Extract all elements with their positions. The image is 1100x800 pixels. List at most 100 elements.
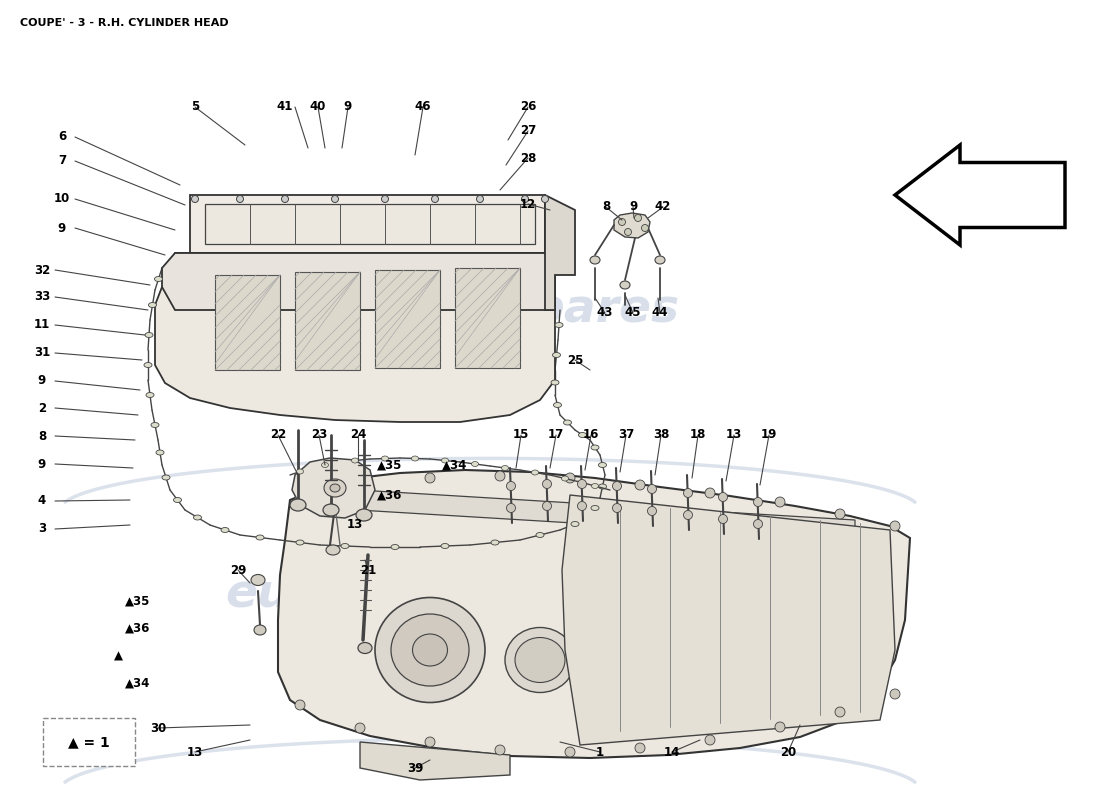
Polygon shape [278, 470, 910, 758]
Text: 25: 25 [566, 354, 583, 366]
Circle shape [718, 493, 727, 502]
Ellipse shape [156, 450, 164, 455]
Text: pares: pares [530, 573, 679, 618]
Polygon shape [155, 253, 556, 422]
Ellipse shape [591, 445, 600, 450]
Circle shape [521, 195, 528, 202]
Text: 13: 13 [346, 518, 363, 531]
Ellipse shape [553, 402, 561, 407]
Circle shape [618, 218, 626, 226]
Circle shape [641, 225, 649, 231]
Text: 8: 8 [37, 430, 46, 442]
Ellipse shape [330, 484, 340, 492]
Ellipse shape [441, 543, 449, 549]
Text: euros: euros [226, 573, 375, 618]
Ellipse shape [591, 506, 600, 510]
Text: 12: 12 [520, 198, 536, 210]
Circle shape [890, 689, 900, 699]
Ellipse shape [536, 533, 544, 538]
Circle shape [683, 510, 693, 519]
Text: 13: 13 [187, 746, 204, 758]
Ellipse shape [556, 322, 563, 327]
Ellipse shape [579, 433, 586, 438]
Ellipse shape [154, 277, 163, 282]
Circle shape [355, 480, 365, 490]
Circle shape [425, 473, 435, 483]
Text: 14: 14 [663, 746, 680, 758]
Text: 43: 43 [597, 306, 613, 319]
Circle shape [835, 707, 845, 717]
Ellipse shape [551, 380, 559, 385]
Polygon shape [895, 145, 1065, 245]
Ellipse shape [145, 333, 153, 338]
Text: 17: 17 [548, 429, 564, 442]
Text: 32: 32 [34, 263, 51, 277]
Ellipse shape [148, 302, 156, 307]
Polygon shape [455, 268, 520, 368]
Circle shape [705, 735, 715, 745]
Text: 22: 22 [270, 429, 286, 442]
Polygon shape [205, 204, 535, 244]
Polygon shape [360, 742, 510, 780]
Ellipse shape [358, 642, 372, 654]
Ellipse shape [194, 515, 201, 520]
Ellipse shape [144, 362, 152, 367]
Ellipse shape [552, 353, 561, 358]
Circle shape [648, 506, 657, 515]
Ellipse shape [321, 462, 329, 467]
Text: 5: 5 [191, 101, 199, 114]
Text: 18: 18 [690, 429, 706, 442]
Ellipse shape [654, 256, 666, 264]
Circle shape [541, 195, 549, 202]
Text: 37: 37 [618, 429, 634, 442]
Circle shape [578, 479, 586, 489]
Ellipse shape [326, 545, 340, 555]
Circle shape [648, 485, 657, 494]
Ellipse shape [290, 499, 306, 511]
Text: 9: 9 [37, 374, 46, 387]
Ellipse shape [146, 393, 154, 398]
Circle shape [625, 229, 631, 235]
Circle shape [295, 493, 305, 503]
Ellipse shape [341, 543, 349, 549]
Ellipse shape [515, 638, 565, 682]
Text: 19: 19 [761, 429, 778, 442]
Text: 9: 9 [344, 101, 352, 114]
Ellipse shape [411, 456, 418, 461]
Circle shape [331, 195, 339, 202]
Ellipse shape [352, 458, 359, 463]
Polygon shape [214, 275, 280, 370]
Ellipse shape [221, 527, 229, 533]
Text: 1: 1 [596, 746, 604, 758]
Ellipse shape [561, 476, 569, 481]
Circle shape [718, 514, 727, 523]
Ellipse shape [390, 614, 469, 686]
Circle shape [425, 737, 435, 747]
Text: 9: 9 [629, 201, 637, 214]
Text: 40: 40 [310, 101, 327, 114]
Ellipse shape [162, 475, 170, 480]
Circle shape [431, 195, 439, 202]
Ellipse shape [324, 479, 346, 497]
Circle shape [683, 489, 693, 498]
Circle shape [776, 722, 785, 732]
Text: 26: 26 [520, 101, 536, 114]
Text: ▲34: ▲34 [125, 677, 151, 690]
Circle shape [613, 482, 621, 490]
Circle shape [635, 214, 641, 222]
Circle shape [565, 747, 575, 757]
Circle shape [890, 521, 900, 531]
Text: 21: 21 [360, 563, 376, 577]
Ellipse shape [382, 456, 388, 461]
Text: 16: 16 [583, 429, 600, 442]
Text: ▲: ▲ [113, 650, 122, 662]
Ellipse shape [256, 535, 264, 540]
Ellipse shape [472, 462, 478, 466]
Ellipse shape [412, 634, 448, 666]
Text: euros: euros [226, 287, 375, 333]
Text: 3: 3 [37, 522, 46, 535]
Ellipse shape [590, 256, 600, 264]
Ellipse shape [375, 598, 485, 702]
Ellipse shape [174, 498, 182, 502]
Polygon shape [292, 458, 375, 518]
